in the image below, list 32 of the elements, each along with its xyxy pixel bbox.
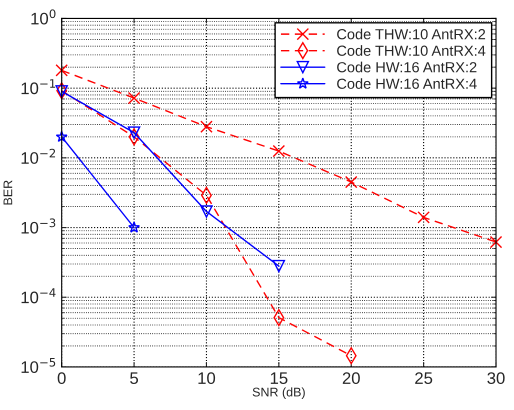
x-tick-label: 5: [130, 372, 138, 384]
x-tick-label: 0: [58, 372, 66, 384]
y-tick-label: 10$^{−3}$: [22, 218, 56, 234]
point: [128, 92, 140, 104]
legend-label: Code THW:10 AntRX:4: [337, 45, 486, 56]
point: [417, 211, 430, 224]
point: [200, 120, 213, 133]
y-axis-title: BER: [4, 180, 12, 205]
point: [272, 144, 286, 158]
y-tick-label: 10$^{0}$: [31, 9, 56, 25]
y-tick-label: 10$^{−4}$: [22, 288, 56, 304]
point: [344, 176, 358, 188]
x-tick-label: 10: [198, 372, 216, 384]
x-tick-label: 15: [270, 372, 288, 384]
y-tick-label: 10$^{−1}$: [22, 79, 56, 94]
point: [128, 126, 140, 139]
x-tick-label: 30: [487, 372, 505, 384]
legend-label: Code HW:16 AntRX:2: [337, 62, 476, 72]
point: [490, 236, 502, 248]
y-tick-label: 10$^{−2}$: [22, 148, 56, 164]
point: [55, 64, 68, 77]
point: [272, 260, 286, 272]
point: [55, 85, 68, 98]
x-tick-label: 25: [415, 372, 432, 384]
legend-label: Code HW:16 AntRX:4: [337, 78, 477, 89]
point: [200, 205, 213, 218]
point: [56, 130, 68, 142]
legend-label: Code THW:10 AntRX:2: [337, 28, 486, 40]
x-axis-title: SNR (dB): [252, 387, 305, 399]
y-tick-label: 10$^{−5}$: [22, 358, 56, 374]
x-tick-label: 20: [342, 372, 360, 384]
point: [128, 221, 140, 233]
